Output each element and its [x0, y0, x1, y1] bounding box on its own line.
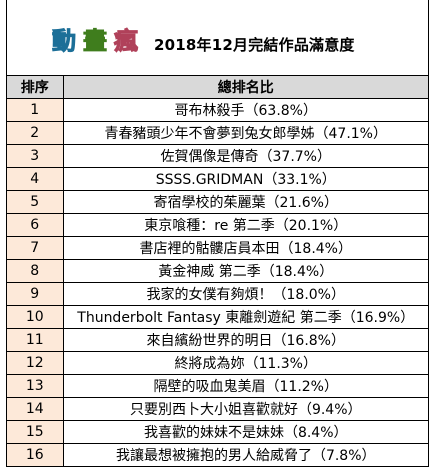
title-cell: 東京喰種：re 第二季（20.1%） [62, 213, 428, 237]
table-row: 9 我家的女僕有夠煩！（18.0%） [7, 282, 428, 306]
ranking-sheet: 動 畫 瘋 2018年12月完結作品滿意度 排序 總排名比 1 哥布林殺手（63.… [6, 0, 429, 467]
rank-cell: 6 [7, 213, 64, 237]
rank-cell: 7 [7, 236, 64, 260]
table-row: 7 書店裡的骷髏店員本田（18.4%） [7, 236, 428, 260]
ranking-rows: 1 哥布林殺手（63.8%） 2 青春豬頭少年不會夢到兔女郎學姊（47.1%） 3 佐賀偶… [7, 98, 428, 467]
ranking-table: 排序 總排名比 1 哥布林殺手（63.8%） 2 青春豬頭少年不會夢到兔女郎學姊（47… [7, 76, 428, 467]
table-row: 10 Thunderbolt Fantasy 東離劍遊紀 第二季（16.9%） [7, 305, 428, 329]
title-cell: 佐賀偶像是傳奇（37.7%） [62, 144, 428, 168]
title-cell: 我家的女僕有夠煩！（18.0%） [62, 282, 428, 306]
table-row: 2 青春豬頭少年不會夢到兔女郎學姊（47.1%） [7, 121, 428, 145]
title-cell: 黃金神威 第二季（18.4%） [62, 259, 428, 283]
logo-char-1: 動 [52, 27, 77, 56]
title-cell: Thunderbolt Fantasy 東離劍遊紀 第二季（16.9%） [62, 305, 428, 329]
rank-cell: 13 [7, 374, 64, 398]
logo-char-2: 畫 [83, 27, 108, 56]
title-cell: 隔壁的吸血鬼美眉（11.2%） [62, 374, 428, 398]
title-cell: 書店裡的骷髏店員本田（18.4%） [62, 236, 428, 260]
rank-cell: 10 [7, 305, 64, 329]
page-title: 2018年12月完結作品滿意度 [154, 36, 355, 54]
rank-cell: 11 [7, 328, 64, 352]
title-cell: 我讓最想被擁抱的男人給威脅了（7.8%） [62, 443, 428, 467]
rank-cell: 3 [7, 144, 64, 168]
logo-char-3: 瘋 [114, 27, 139, 56]
title-cell: SSSS.GRIDMAN（33.1%） [62, 167, 428, 191]
table-row: 14 只要別西卜大小姐喜歡就好（9.4%） [7, 397, 428, 421]
title-cell: 我喜歡的妹妹不是妹妹（8.4%） [62, 420, 428, 444]
rank-cell: 8 [7, 259, 64, 283]
rank-cell: 1 [7, 98, 64, 122]
table-row: 3 佐賀偶像是傳奇（37.7%） [7, 144, 428, 168]
rank-cell: 15 [7, 420, 64, 444]
column-header-rank: 排序 [7, 76, 64, 99]
sheet-header: 動 畫 瘋 2018年12月完結作品滿意度 [7, 0, 428, 76]
title-cell: 哥布林殺手（63.8%） [62, 98, 428, 122]
table-row: 11 來自繽紛世界的明日（16.8%） [7, 328, 428, 352]
rank-cell: 9 [7, 282, 64, 306]
table-row: 5 寄宿學校的茱麗葉（21.6%） [7, 190, 428, 214]
table-row: 1 哥布林殺手（63.8%） [7, 98, 428, 122]
rank-cell: 5 [7, 190, 64, 214]
table-row: 13 隔壁的吸血鬼美眉（11.2%） [7, 374, 428, 398]
table-row: 6 東京喰種：re 第二季（20.1%） [7, 213, 428, 237]
table-row: 16 我讓最想被擁抱的男人給威脅了（7.8%） [7, 443, 428, 467]
title-cell: 終將成為妳（11.3%） [62, 351, 428, 375]
title-cell: 青春豬頭少年不會夢到兔女郎學姊（47.1%） [62, 121, 428, 145]
rank-cell: 12 [7, 351, 64, 375]
rank-cell: 14 [7, 397, 64, 421]
rank-cell: 4 [7, 167, 64, 191]
column-header-ranking: 總排名比 [62, 76, 428, 99]
title-cell: 只要別西卜大小姐喜歡就好（9.4%） [62, 397, 428, 421]
rank-cell: 16 [7, 443, 64, 467]
table-row: 12 終將成為妳（11.3%） [7, 351, 428, 375]
title-cell: 來自繽紛世界的明日（16.8%） [62, 328, 428, 352]
animation-crazy-logo: 動 畫 瘋 [49, 26, 141, 56]
table-row: 4 SSSS.GRIDMAN（33.1%） [7, 167, 428, 191]
title-cell: 寄宿學校的茱麗葉（21.6%） [62, 190, 428, 214]
table-row: 15 我喜歡的妹妹不是妹妹（8.4%） [7, 420, 428, 444]
rank-cell: 2 [7, 121, 64, 145]
table-header-row: 排序 總排名比 [7, 76, 428, 99]
table-row: 8 黃金神威 第二季（18.4%） [7, 259, 428, 283]
